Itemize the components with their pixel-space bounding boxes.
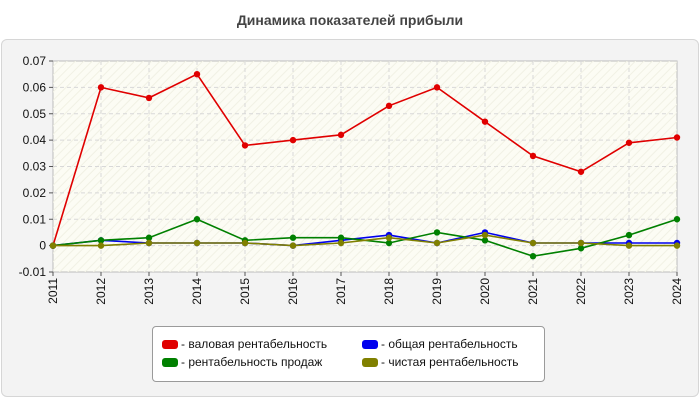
legend-item: - рентабельность продаж: [162, 355, 322, 369]
legend-label: - общая рентабельность: [381, 337, 518, 351]
y-axis: -0.01 0 0.01 0.02 0.03 0.04 0.05 0.06 0.07: [19, 54, 53, 279]
data-point: [337, 234, 345, 241]
legend-item: - валовая рентабельность: [162, 337, 327, 351]
x-tick-label: 2013: [142, 278, 156, 305]
data-point: [529, 152, 537, 160]
data-point: [625, 139, 633, 146]
x-tick-label: 2011: [46, 278, 60, 304]
x-tick-label: 2015: [238, 278, 252, 305]
data-point: [433, 84, 441, 91]
data-point: [625, 242, 633, 249]
data-point: [97, 84, 105, 91]
data-point: [289, 242, 297, 249]
x-tick-label: 2024: [670, 278, 684, 305]
legend: - валовая рентабельность - общая рентабел…: [152, 326, 545, 382]
data-point: [241, 239, 249, 247]
x-tick-label: 2014: [190, 278, 204, 305]
data-point: [529, 239, 537, 247]
y-tick-label: 0.06: [23, 80, 47, 94]
data-point: [289, 136, 297, 144]
data-point: [145, 234, 153, 241]
data-point: [97, 237, 105, 244]
data-point: [241, 142, 249, 149]
data-point: [193, 216, 201, 223]
data-point: [673, 242, 681, 249]
y-tick-label: 0.07: [23, 54, 47, 68]
x-tick-label: 2016: [286, 278, 300, 305]
series-4: [49, 231, 681, 249]
data-point: [385, 234, 393, 241]
data-point: [481, 231, 489, 239]
data-point: [529, 252, 537, 260]
legend-item: - чистая рентабельность: [362, 355, 518, 369]
y-tick-label: -0.01: [19, 265, 47, 279]
data-point: [481, 118, 489, 125]
y-tick-label: 0: [39, 239, 46, 253]
series-group: [49, 70, 681, 260]
data-point: [193, 239, 201, 247]
x-tick-label: 2012: [94, 278, 108, 305]
y-tick-label: 0.03: [23, 160, 47, 174]
series-line: [52, 73, 678, 246]
data-point: [577, 239, 585, 247]
y-tick-label: 0.02: [23, 186, 47, 200]
legend-label: - валовая рентабельность: [181, 337, 328, 351]
data-point: [625, 231, 633, 239]
data-point: [193, 70, 201, 78]
x-tick-label: 2021: [526, 278, 540, 305]
legend-label: - рентабельность продаж: [181, 355, 323, 369]
data-point: [385, 102, 393, 110]
x-tick-label: 2017: [334, 278, 348, 305]
legend-item: - общая рентабельность: [362, 337, 518, 351]
data-point: [481, 237, 489, 244]
x-tick-label: 2022: [574, 278, 588, 305]
legend-swatch: [362, 357, 378, 367]
chart-title: Динамика показателей прибыли: [236, 12, 464, 28]
data-point: [577, 168, 585, 175]
data-point: [673, 216, 681, 223]
legend-swatch: [162, 357, 178, 367]
data-point: [433, 229, 441, 236]
data-point: [433, 239, 441, 247]
series-line: [53, 234, 677, 247]
data-point: [289, 234, 297, 241]
x-tick-label: 2019: [430, 278, 444, 305]
data-point: [577, 245, 585, 252]
data-point: [145, 94, 153, 102]
data-point: [337, 239, 345, 247]
data-point: [97, 242, 105, 249]
y-tick-label: 0.04: [23, 133, 47, 147]
y-tick-label: 0.05: [23, 107, 47, 121]
x-tick-label: 2018: [382, 278, 396, 305]
legend-swatch: [362, 339, 378, 349]
legend-swatch: [162, 339, 178, 349]
data-point: [49, 242, 57, 249]
x-axis: 2011 2012 2013 2014 2015 2016 2017 2018 2019 2020…: [46, 272, 684, 305]
data-point: [673, 134, 681, 141]
x-tick-label: 2020: [478, 278, 492, 305]
data-point: [337, 131, 345, 139]
data-point: [385, 239, 393, 247]
y-tick-label: 0.01: [23, 212, 47, 226]
x-tick-label: 2023: [622, 278, 636, 305]
legend-label: - чистая рентабельность: [381, 355, 519, 369]
data-point: [145, 239, 153, 247]
